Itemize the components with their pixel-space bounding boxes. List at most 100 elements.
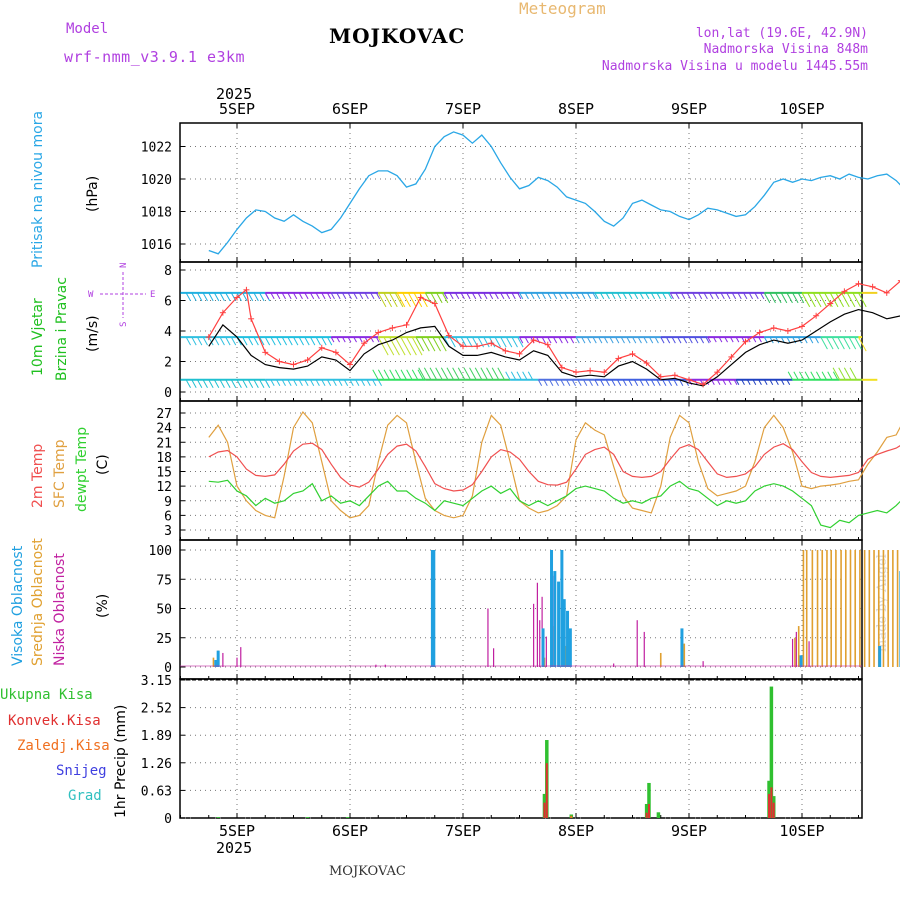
x-tick-bottom-5sep: 5SEP bbox=[219, 822, 255, 840]
precip-legend-ukupna-kisa: Ukupna Kisa bbox=[0, 687, 93, 703]
temperature-y-tick-label: 12 bbox=[156, 480, 172, 495]
wind-barb-row-upper bbox=[841, 292, 850, 308]
cloud-y-tick-label: 50 bbox=[156, 603, 172, 618]
wind-barb-row-middle bbox=[831, 336, 840, 350]
freezing-rain-bar bbox=[570, 815, 573, 818]
cloud-mid-bar bbox=[811, 550, 814, 667]
wind-barb-row-middle bbox=[511, 336, 518, 348]
wind-barb-row-lower bbox=[213, 379, 220, 389]
cloud-y-tick-label: 0 bbox=[164, 661, 172, 676]
cloud-low-bar bbox=[613, 663, 615, 667]
wind-barb-row-lower bbox=[377, 369, 385, 381]
wind-barb-row-lower bbox=[389, 369, 396, 381]
wind-barb-row-lower bbox=[452, 367, 460, 381]
wind-barb-row-lower bbox=[843, 367, 852, 381]
wind-barb-row-upper bbox=[259, 292, 265, 302]
wind-barb-row-lower bbox=[787, 371, 794, 381]
precip-y-tick-label: 1.26 bbox=[141, 757, 172, 772]
compass-n: N bbox=[119, 263, 129, 268]
lonlat-label: lon,lat (19.6E, 42.9N) bbox=[696, 26, 868, 41]
wind-barb-row-lower bbox=[527, 371, 534, 381]
wind-barb-row-upper bbox=[858, 292, 867, 308]
cloud-high-bar bbox=[878, 645, 882, 667]
pressure-y-tick-label: 1016 bbox=[141, 238, 172, 253]
wind-barb-row-middle bbox=[421, 336, 430, 352]
wind-barb-row-lower bbox=[810, 371, 816, 381]
temperature-y-tick-label: 18 bbox=[156, 451, 172, 466]
wind-barb-row-lower bbox=[247, 379, 254, 389]
wind-barb-row-lower bbox=[423, 367, 432, 381]
cloud-mid-bar bbox=[877, 550, 880, 667]
wind-barb-row-middle bbox=[213, 336, 220, 346]
wind-barb-row-lower bbox=[793, 371, 799, 381]
wind-barb-row-middle bbox=[293, 336, 299, 346]
wind-barb-row-middle bbox=[197, 336, 203, 346]
precip-y-tick-label: 3.15 bbox=[141, 674, 172, 689]
wind-barb-row-middle bbox=[494, 336, 501, 348]
precip-panel-frame bbox=[179, 678, 863, 819]
wind-barb-row-upper bbox=[430, 292, 437, 304]
pressure-line bbox=[208, 131, 900, 255]
elevation-label: Nadmorska Visina 848m bbox=[704, 42, 869, 57]
pressure-panel-frame bbox=[179, 122, 863, 263]
wind-barb-row-upper bbox=[377, 292, 387, 308]
cloud-high-bar bbox=[541, 628, 545, 667]
wind-barb-row-upper bbox=[812, 292, 822, 308]
precip-legend-zaledj-kisa: Zaledj.Kisa bbox=[17, 738, 110, 754]
wind-y-tick-label: 2 bbox=[164, 356, 172, 371]
wind-barb-row-lower bbox=[815, 371, 822, 381]
wind-barb-row-middle bbox=[415, 336, 425, 352]
wind-barb-row-middle bbox=[315, 336, 321, 346]
wind-barb-row-middle bbox=[858, 336, 867, 352]
precip-y-tick-label: 2.52 bbox=[141, 702, 172, 717]
model-elevation-label: Nadmorska Visina u modelu 1445.55m bbox=[602, 59, 868, 74]
wind-barb-row-upper bbox=[247, 292, 254, 302]
wind-barb-row-lower bbox=[516, 371, 522, 381]
cloud-mid-bar bbox=[683, 643, 686, 667]
temperature-y-tick-label: 24 bbox=[156, 422, 172, 437]
wind-barb-row-middle bbox=[400, 336, 412, 356]
cloud-high-bar bbox=[550, 550, 554, 667]
cloud-mid-bar bbox=[887, 550, 889, 667]
cloud-mid-bar bbox=[863, 550, 866, 667]
wind-barb-row-upper bbox=[780, 292, 788, 304]
temperature-y-tick-label: 9 bbox=[164, 495, 172, 510]
wind-barb-row-middle bbox=[191, 336, 197, 346]
wind-barb-row-middle bbox=[298, 336, 304, 346]
cloud-unit: (%) bbox=[95, 594, 111, 618]
wind-barb-row-middle bbox=[826, 336, 834, 350]
rain-conv-bar bbox=[770, 787, 773, 818]
wind-barb-row-lower bbox=[411, 369, 419, 381]
precip-legend-grad: Grad bbox=[68, 788, 102, 804]
wind-title-1: 10m Vjetar bbox=[30, 298, 46, 376]
wind-barb-row-lower bbox=[202, 379, 208, 389]
cloud-low-bar bbox=[487, 608, 489, 667]
rain-conv-bar bbox=[647, 803, 650, 818]
wind-barb-row-middle bbox=[406, 336, 417, 356]
wind-barb-row-upper bbox=[236, 292, 242, 302]
wind-barb-row-lower bbox=[253, 379, 259, 389]
wind-barb-row-lower bbox=[510, 371, 517, 381]
wind-barb-row-upper bbox=[402, 292, 411, 308]
wind-barb-row-middle bbox=[259, 336, 265, 346]
wind-barb-row-upper bbox=[396, 292, 406, 308]
cloud-low-bar bbox=[791, 638, 794, 667]
wind-barb-row-middle bbox=[500, 336, 507, 348]
wind-barb-row-middle bbox=[225, 336, 231, 346]
temp-2m-title: 2m Temp bbox=[30, 444, 46, 508]
cloud-mid-bar bbox=[835, 550, 837, 667]
rain-total-bar bbox=[769, 686, 774, 818]
cloud-low-bar bbox=[222, 652, 224, 667]
cloud-mid-bar bbox=[816, 550, 819, 667]
cloud-low-title: Niska Oblacnost bbox=[52, 553, 68, 666]
wind-barb-row-lower bbox=[480, 367, 488, 381]
pressure-unit: (hPa) bbox=[85, 176, 101, 212]
wind-y-tick-label: 4 bbox=[164, 325, 172, 340]
x-tick-top-10sep: 10SEP bbox=[779, 100, 824, 118]
precip-y-tick-label: 1.89 bbox=[141, 729, 172, 744]
cloud-low-bar bbox=[240, 647, 242, 667]
wind-barb-row-upper bbox=[191, 292, 197, 302]
cloud-mid-bar bbox=[797, 626, 800, 667]
wind-barb-row-middle bbox=[247, 336, 254, 346]
